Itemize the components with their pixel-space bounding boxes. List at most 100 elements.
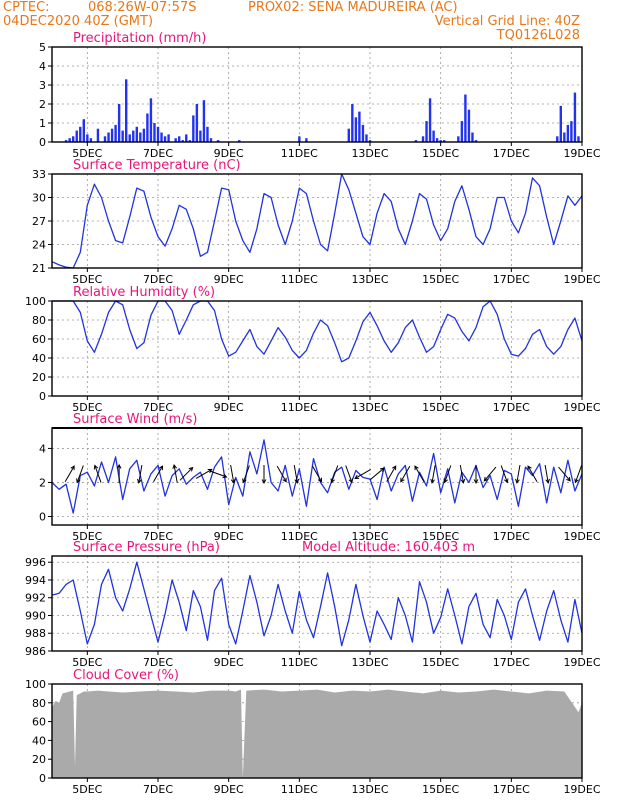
precip-bar <box>365 134 368 142</box>
y-tick-label: 20 <box>32 371 46 384</box>
precip-bar <box>79 126 82 142</box>
wind-arrow <box>544 464 550 484</box>
x-tick-label: 13DEC <box>351 656 388 669</box>
precip-bar <box>354 117 358 142</box>
y-tick-label: 40 <box>32 352 46 365</box>
wind-arrow <box>414 465 425 482</box>
series-line-temp <box>51 173 583 269</box>
x-tick-label: 17DEC <box>493 401 530 414</box>
precip-bar <box>163 136 167 142</box>
y-tick-label: 988 <box>25 627 46 640</box>
x-tick-label: 19DEC <box>563 530 600 543</box>
precip-bar <box>563 132 566 142</box>
precip-bar <box>435 138 439 142</box>
wind-arrow <box>483 466 497 482</box>
wind-arrow <box>195 468 213 479</box>
wind-arrow <box>64 465 75 482</box>
x-tick-label: 15DEC <box>422 147 459 160</box>
series-line-wind <box>51 439 583 514</box>
precip-bar <box>414 140 418 142</box>
wind-arrow <box>276 465 287 483</box>
wind-arrow <box>76 465 84 484</box>
x-tick-label: 19DEC <box>563 656 600 669</box>
x-tick-label: 17DEC <box>493 273 530 286</box>
panel-temp: Surface Temperature (nC) 21 24 27 30 33 5DEC 7D… <box>32 158 601 286</box>
y-tick-label: 0 <box>39 772 46 785</box>
x-tick-label: 19DEC <box>563 783 600 796</box>
precip-bar <box>238 140 241 142</box>
precip-bar <box>425 121 428 142</box>
wind-arrow <box>242 465 250 484</box>
precip-bar <box>142 128 146 142</box>
x-tick-label: 5DEC <box>72 530 102 543</box>
x-tick-label: 5DEC <box>72 147 102 160</box>
precip-bar <box>467 109 471 142</box>
cloud-cover-area <box>52 689 582 778</box>
precip-bar <box>110 128 114 142</box>
precip-bar <box>149 98 153 142</box>
panel-frame <box>51 683 583 779</box>
series-line-press <box>51 561 583 647</box>
precip-bar <box>460 121 464 142</box>
header-source: CPTEC: <box>3 0 50 15</box>
y-tick-label: 20 <box>32 753 46 766</box>
wind-arrow <box>345 465 353 484</box>
x-tick-label: 19DEC <box>563 273 600 286</box>
panel-rh: Relative Humidity (%) 0 20 40 60 80 100 5DEC 7DE… <box>25 285 601 414</box>
precip-bar <box>471 132 474 142</box>
precip-bar <box>573 92 577 142</box>
precip-bar <box>103 136 107 142</box>
precip-bar <box>139 132 142 142</box>
wind-arrow <box>400 465 411 483</box>
panel-extra-press: Model Altitude: 160.403 m <box>302 540 475 555</box>
precip-bar <box>107 132 110 142</box>
precip-bar <box>167 134 170 142</box>
precip-bar <box>68 138 71 142</box>
x-tick-label: 15DEC <box>422 273 459 286</box>
header-coordinates: 068:26W-07:57S <box>88 0 197 15</box>
precip-bar <box>96 128 100 142</box>
precip-bar <box>178 136 181 142</box>
precip-bar <box>368 140 372 142</box>
precip-bar <box>209 138 213 142</box>
wind-arrow <box>172 464 178 483</box>
y-tick-label: 21 <box>32 262 46 275</box>
precip-bar <box>75 130 78 142</box>
x-tick-label: 9DEC <box>214 656 244 669</box>
precip-bar <box>188 140 191 142</box>
wind-arrow <box>354 469 371 479</box>
panel-wind: Surface Wind (m/s) 0 2 4 5DEC 7DEC 9DEC 11DEC 13… <box>39 412 601 543</box>
y-tick-label: 0 <box>39 136 46 149</box>
precip-bar <box>185 134 188 142</box>
precip-bar <box>577 136 580 142</box>
x-tick-label: 7DEC <box>143 401 173 414</box>
wind-arrow <box>116 463 122 483</box>
wind-arrow <box>93 464 102 483</box>
precip-bar <box>174 138 177 142</box>
precip-bar <box>298 136 301 142</box>
y-tick-label: 30 <box>32 192 46 205</box>
x-tick-label: 13DEC <box>351 273 388 286</box>
x-tick-label: 5DEC <box>72 401 102 414</box>
y-tick-label: 3 <box>39 79 46 92</box>
x-tick-label: 7DEC <box>143 530 173 543</box>
series-line-rh <box>52 300 583 363</box>
wind-arrow <box>369 467 385 481</box>
panel-frame <box>51 46 583 143</box>
wind-arrow <box>312 465 323 483</box>
y-tick-label: 24 <box>32 239 46 252</box>
precip-bar <box>132 130 135 142</box>
x-tick-label: 11DEC <box>281 656 318 669</box>
wind-arrow <box>179 466 194 481</box>
x-tick-label: 11DEC <box>281 401 318 414</box>
precip-bar <box>128 134 131 142</box>
precip-bar <box>443 140 446 142</box>
precip-bar <box>474 140 478 142</box>
panel-title-precip: Precipitation (mm/h) <box>73 31 206 46</box>
y-tick-label: 80 <box>32 697 46 710</box>
y-tick-label: 5 <box>39 41 46 54</box>
precip-bar <box>428 98 432 142</box>
x-tick-label: 9DEC <box>214 530 244 543</box>
precip-bar <box>125 79 128 142</box>
y-tick-label: 0 <box>39 510 46 523</box>
